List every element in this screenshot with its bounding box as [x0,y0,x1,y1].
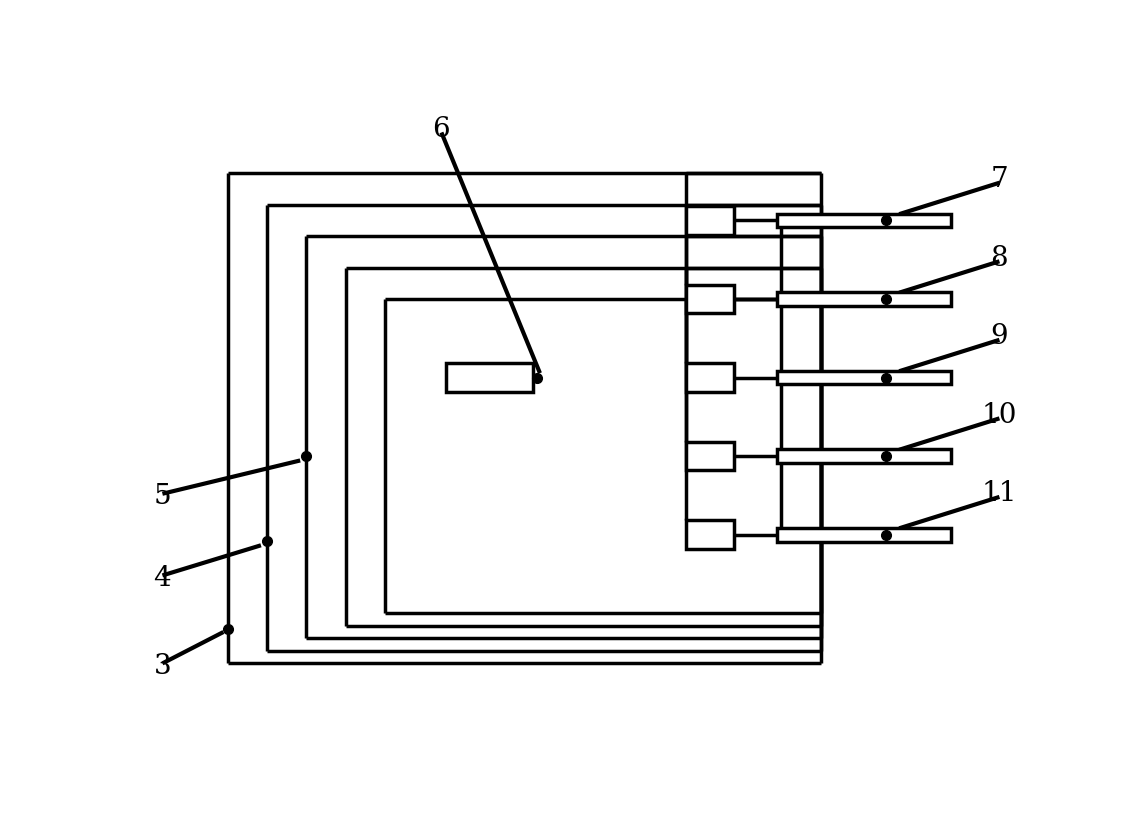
Bar [685,285,734,313]
Bar [685,521,734,548]
Bar [777,214,952,228]
Text: 3: 3 [154,653,171,680]
Text: 6: 6 [433,116,450,143]
Text: 5: 5 [154,483,171,510]
Bar [777,449,952,463]
Text: 4: 4 [154,565,171,592]
Bar [685,363,734,392]
Bar [446,363,533,392]
Bar [685,206,734,234]
Text: 11: 11 [982,481,1017,508]
Bar [777,370,952,384]
Bar [777,528,952,542]
Text: 7: 7 [990,166,1008,193]
Text: 10: 10 [982,401,1017,428]
Text: 8: 8 [991,245,1008,272]
Bar [685,442,734,470]
Bar [777,292,952,306]
Text: 9: 9 [991,323,1008,350]
